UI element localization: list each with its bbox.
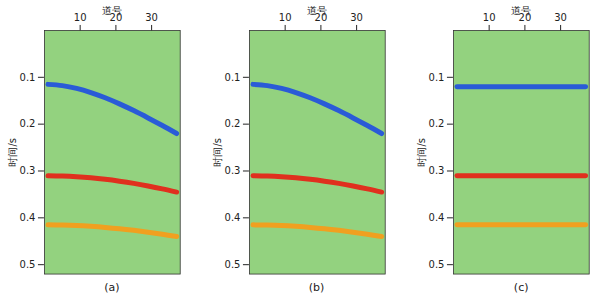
svg-text:0.2: 0.2 [20,118,36,129]
svg-text:20: 20 [314,12,327,24]
svg-text:0.1: 0.1 [429,71,445,82]
svg-text:10: 10 [483,12,496,23]
svg-text:0.3: 0.3 [429,165,445,176]
svg-text:道号: 道号 [102,5,122,16]
svg-text:0.2: 0.2 [224,118,240,129]
svg-text:道号: 道号 [307,5,327,16]
svg-text:0.4: 0.4 [224,212,240,223]
svg-text:0.2: 0.2 [429,118,445,129]
html-text:(b): (b) [308,280,325,294]
svg-text:30: 30 [145,12,158,23]
svg-text:0.3: 0.3 [20,165,36,176]
svg-text:20: 20 [109,12,123,24]
svg-text:时间/s: 时间/s [416,138,427,167]
svg-text:10: 10 [74,12,87,23]
svg-text:0.5: 0.5 [20,259,36,270]
svg-text:20: 20 [518,12,532,24]
svg-text:0.5: 0.5 [224,259,240,270]
svg-text:30: 30 [555,12,568,23]
svg-text:10: 10 [278,12,291,23]
svg-text:0.4: 0.4 [20,212,36,223]
svg-text:30: 30 [350,12,363,23]
svg-text:0.3: 0.3 [224,165,240,176]
svg-text:道号: 道号 [512,5,532,16]
svg-text:0.4: 0.4 [429,212,445,223]
html-text:(a): (a) [104,280,120,294]
svg-text:0.5: 0.5 [429,259,445,270]
svg-text:时间/s: 时间/s [7,138,18,167]
svg-text:0.1: 0.1 [20,71,36,82]
svg-text:时间/s: 时间/s [211,138,222,167]
html-text:(c): (c) [513,280,529,294]
svg-text:0.1: 0.1 [224,71,240,82]
